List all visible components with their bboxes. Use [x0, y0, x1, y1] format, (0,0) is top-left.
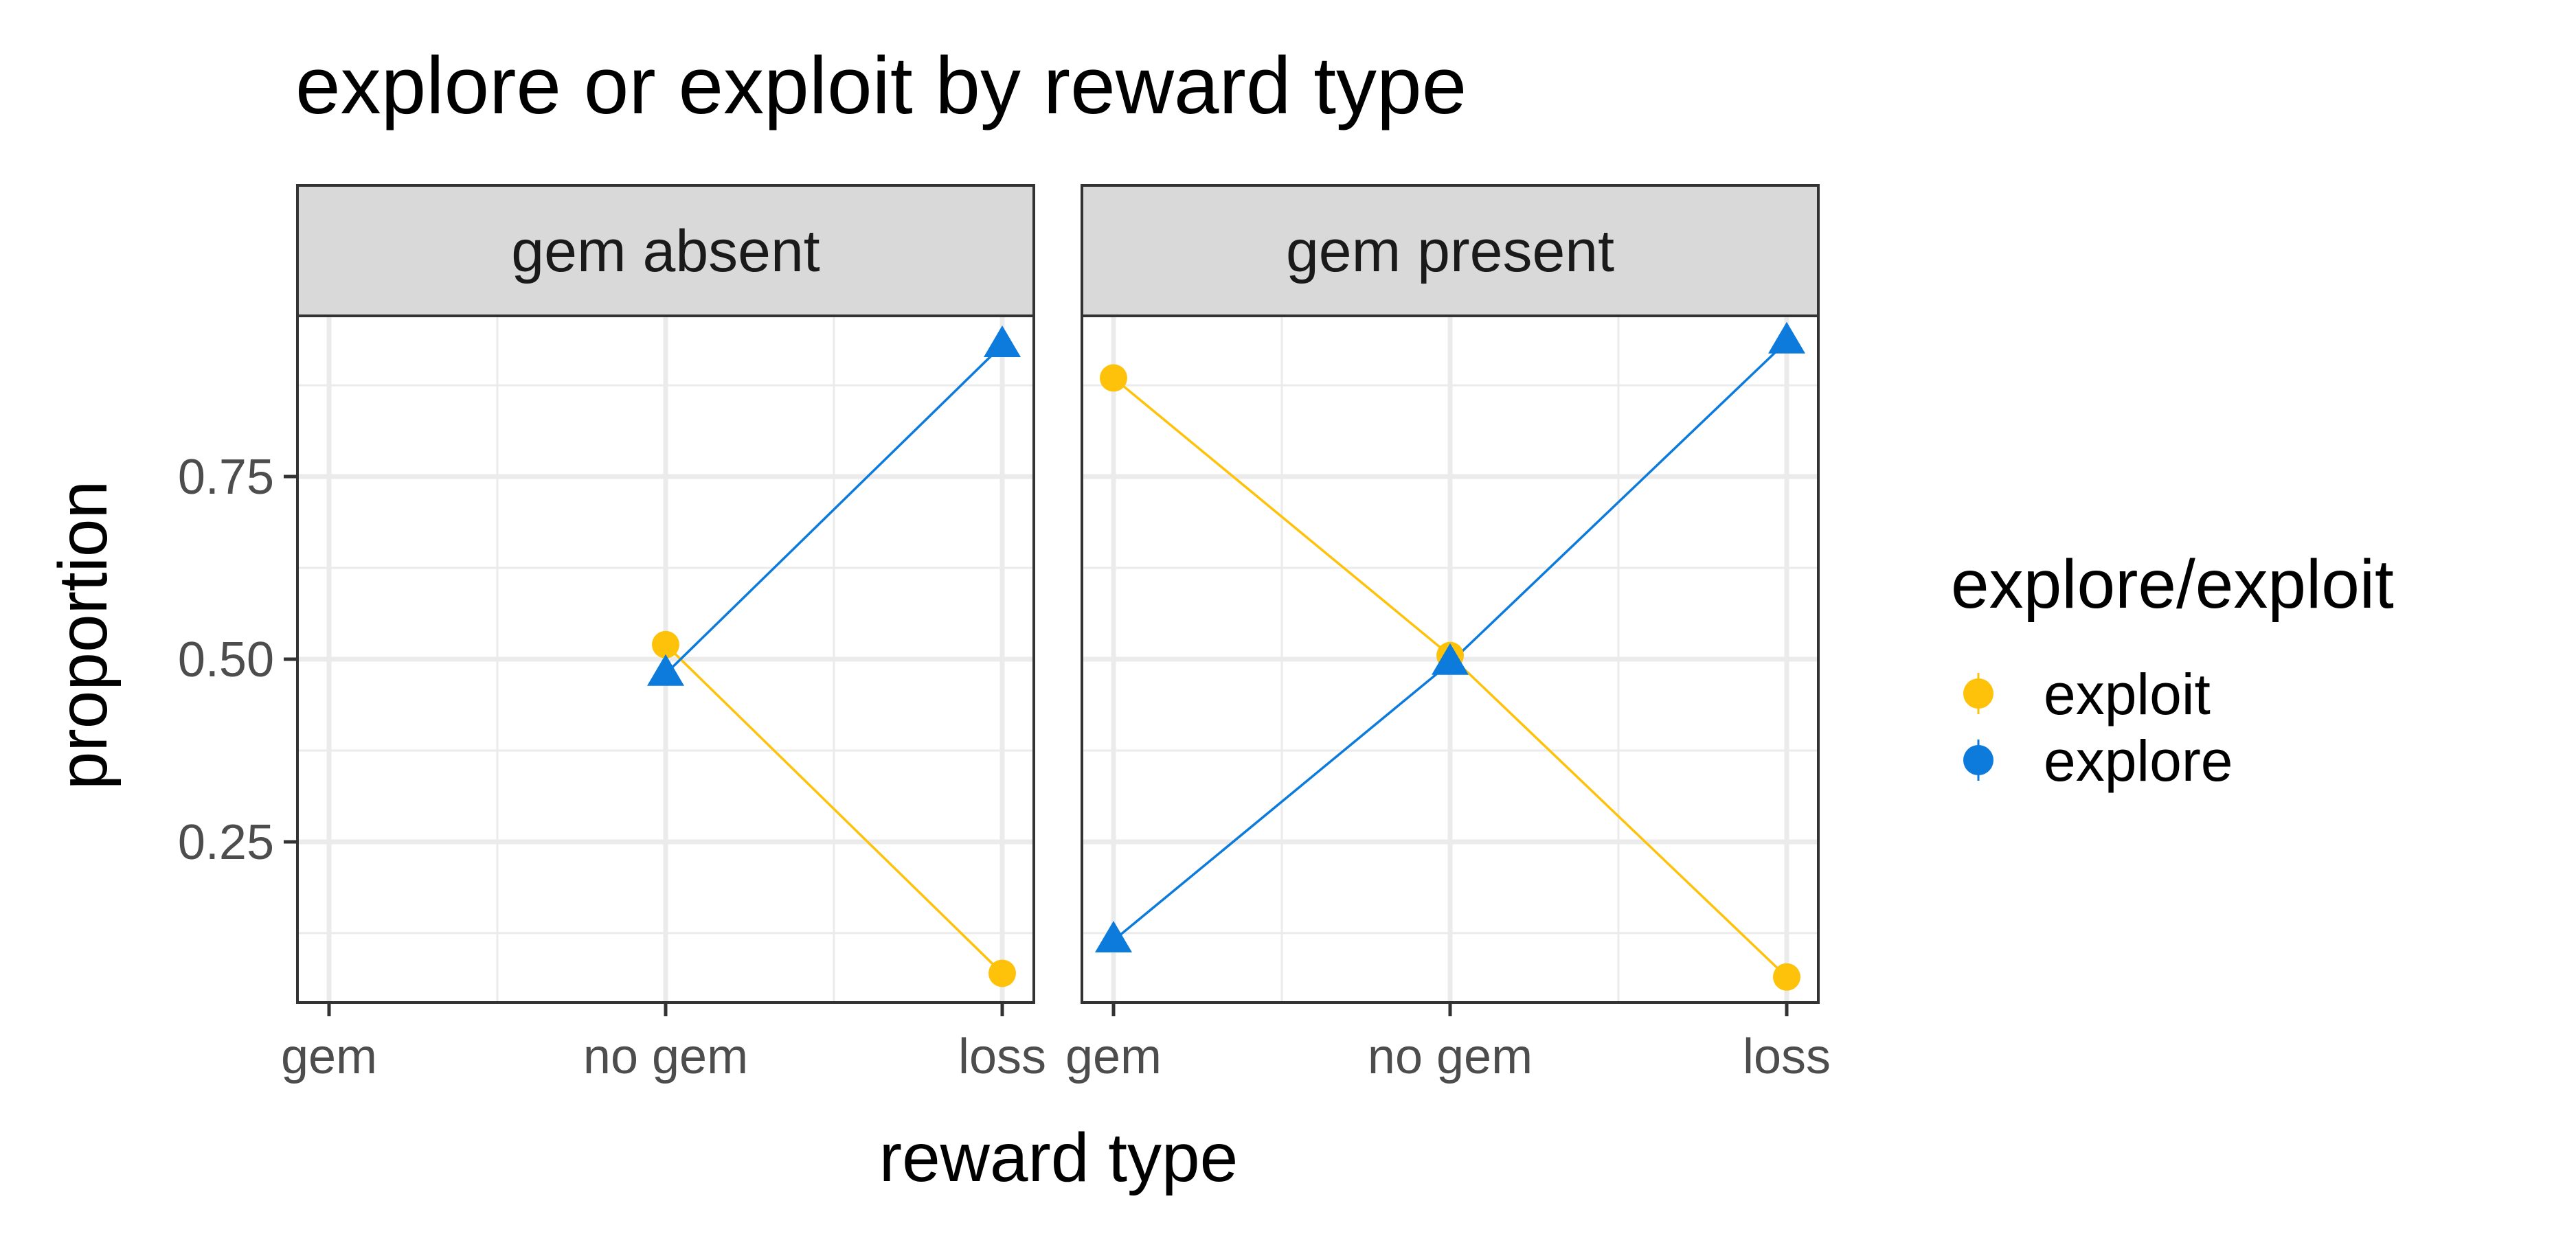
x-tick-label: no gem [1368, 1029, 1533, 1084]
data-point-explore [647, 654, 684, 686]
panel-0: gem absent gem no gem loss 0.25 0.50 0.75 [178, 184, 1046, 1084]
legend-label-exploit: exploit [2044, 662, 2211, 726]
x-tick-label: loss [958, 1029, 1046, 1084]
data-point-exploit [988, 959, 1016, 987]
legend-key-point-explore [1963, 745, 1993, 775]
legend-key-point-exploit [1963, 678, 1993, 709]
x-tick-label: gem [1065, 1029, 1162, 1084]
facet-strip [296, 184, 1035, 317]
facet-panels: gem absent gem no gem loss 0.25 0.50 0.75 gem p… [178, 184, 1831, 1084]
series-line-explore [664, 344, 1004, 675]
data-point-exploit [1773, 963, 1800, 991]
data-point-explore [1095, 921, 1132, 953]
y-tick-label: 0.75 [178, 450, 274, 505]
data-point-exploit [652, 630, 679, 659]
data-point-explore [984, 325, 1021, 358]
chart-title: explore or exploit by reward type [295, 41, 1467, 131]
x-tick-label: no gem [583, 1029, 748, 1084]
y-tick-label: 0.50 [178, 632, 274, 687]
facet-strip-label: gem present [1286, 218, 1614, 284]
data-point-explore [1432, 643, 1469, 675]
legend-title: explore/exploit [1951, 546, 2394, 623]
series-line-exploit [664, 643, 1004, 974]
x-tick-label: loss [1743, 1029, 1831, 1084]
legend-label-explore: explore [2044, 729, 2233, 793]
facet-strip-label: gem absent [511, 218, 820, 284]
facet-strip [1081, 184, 1820, 317]
x-tick-label: gem [281, 1029, 377, 1084]
y-axis-title: proportion [45, 481, 122, 790]
x-axis-title: reward type [879, 1119, 1238, 1196]
y-tick-label: 0.25 [178, 815, 274, 870]
data-point-exploit [1100, 364, 1127, 392]
panel-1: gem present gem no gem loss [1065, 184, 1831, 1084]
data-point-explore [1768, 321, 1805, 354]
